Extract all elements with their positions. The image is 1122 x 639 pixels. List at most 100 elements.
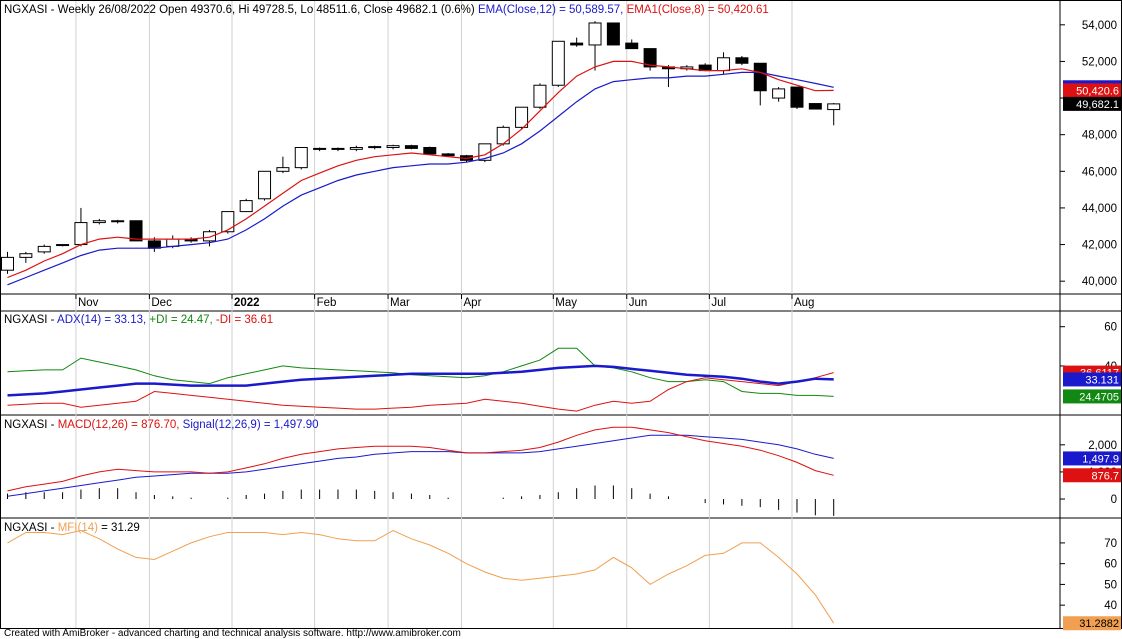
date-tick-label: Mar <box>390 297 410 309</box>
candle-body <box>276 167 290 172</box>
y-tick-label: 54,000 <box>1082 20 1117 32</box>
y-tick-label: 50 <box>1104 579 1117 591</box>
y-tick-label: 0 <box>1111 494 1117 506</box>
plus-di-line <box>7 347 834 397</box>
value-tag-box <box>1063 468 1121 483</box>
candle-body <box>606 22 620 46</box>
candle-body <box>753 62 767 92</box>
candle-body <box>551 40 565 86</box>
candle-body <box>202 231 216 242</box>
candle-body <box>368 146 382 149</box>
macd-value-tags: 1,497.9 876.7 <box>1063 451 1121 483</box>
macd-title-macd: MACD(12,26) = 876.70, <box>58 419 183 431</box>
price-title-ema1: EMA1(Close,8) = 50,420.61 <box>627 4 769 16</box>
candle-body <box>313 147 327 150</box>
date-tick-label: Jul <box>711 297 726 309</box>
y-tick-label: 2,000 <box>1088 440 1117 452</box>
candle-body <box>496 126 510 145</box>
y-tick-label: 40 <box>1104 600 1117 612</box>
candle-body <box>625 42 639 50</box>
candle-body <box>533 84 547 108</box>
adx-y-axis: 6040 <box>1060 322 1117 373</box>
candle-body <box>19 253 33 258</box>
y-tick-label: 46,000 <box>1082 166 1117 178</box>
mfi-title-label: MFI(14) <box>58 522 98 534</box>
candle-body <box>239 200 253 213</box>
candle-body <box>74 222 88 246</box>
candle-body <box>349 147 363 150</box>
candle-body <box>735 57 749 64</box>
adx-title-adx: ADX(14) = 33.13, <box>57 314 149 326</box>
date-tick-label: Dec <box>151 297 172 309</box>
candle-body <box>772 88 786 99</box>
value-tag-label: 1,497.9 <box>1082 453 1119 465</box>
mfi-title-prefix: NGXASI - <box>4 522 58 534</box>
value-tag-box <box>1063 83 1121 98</box>
date-tick-label: Feb <box>317 297 337 309</box>
value-tag-label: 50,420.6 <box>1076 85 1119 97</box>
candle-body <box>570 42 584 46</box>
candlesticks <box>1 21 841 274</box>
candle-body <box>111 220 125 223</box>
candle-body <box>331 147 345 150</box>
candle-body <box>258 170 272 200</box>
price-title-ema: EMA(Close,12) = 50,589.57, <box>478 4 627 16</box>
candle-body <box>717 57 731 72</box>
date-tick-label: Nov <box>78 297 99 309</box>
value-tag-box <box>1063 451 1121 466</box>
candle-body <box>166 238 180 247</box>
price-pane-title: NGXASI - Weekly 26/08/2022 Open 49370.6,… <box>4 4 769 16</box>
y-tick-label: 44,000 <box>1082 203 1117 215</box>
candle-body <box>643 48 657 68</box>
candle-body <box>827 103 841 111</box>
value-tag-box <box>1063 616 1121 631</box>
candle-body <box>404 145 418 149</box>
candle-body <box>588 22 602 46</box>
value-tag-label: 876.7 <box>1091 470 1119 482</box>
candle-body <box>147 240 161 249</box>
footer-credit: Created with AmiBroker - advanced charti… <box>4 628 461 639</box>
date-tick-label: May <box>555 297 577 309</box>
candle-body <box>386 145 400 148</box>
month-gridlines <box>75 1 793 628</box>
ema1-line <box>7 60 834 279</box>
y-tick-label: 48,000 <box>1082 130 1117 142</box>
adx-title-prefix: NGXASI - <box>4 314 57 326</box>
candle-body <box>790 86 804 108</box>
candle-body <box>441 153 455 157</box>
mfi-value-tags: 31.2882 <box>1063 616 1121 631</box>
candle-body <box>37 245 51 253</box>
value-tag-box <box>1063 389 1121 404</box>
candle-body <box>515 106 529 128</box>
macd-signal-line <box>7 434 834 497</box>
price-title-symbol: NGXASI - Weekly 26/08/2022 Open 49370.6,… <box>4 4 478 16</box>
adx-line <box>7 364 834 397</box>
candle-body <box>294 147 308 169</box>
value-tag-label: 49,682.1 <box>1076 99 1119 111</box>
value-tag-box <box>1063 372 1121 387</box>
date-tick-label: Apr <box>464 297 482 309</box>
macd-line <box>7 426 834 492</box>
y-tick-label: 60 <box>1104 322 1117 334</box>
mfi-line <box>7 529 835 624</box>
y-tick-label: 52,000 <box>1082 56 1117 68</box>
price-value-tags: 50,589.650,420.649,682.1 <box>1063 80 1121 111</box>
value-tag-label: 33.131 <box>1085 374 1119 386</box>
mfi-pane: 70 60 50 40 31.2882 NGXASI - MFI(14) = 31.2… <box>4 522 1121 631</box>
y-tick-label: 60 <box>1104 559 1117 571</box>
price-y-axis: 54,00052,00050,00048,00046,00044,00042,0… <box>1060 20 1117 288</box>
mfi-title-value: = 31.29 <box>98 522 140 534</box>
y-tick-label: 42,000 <box>1082 240 1117 252</box>
candle-body <box>478 143 492 161</box>
date-tick-label: Aug <box>794 297 814 309</box>
value-tag-box <box>1063 96 1121 111</box>
candle-body <box>423 147 437 155</box>
macd-title-prefix: NGXASI - <box>4 419 58 431</box>
candle-body <box>92 220 106 224</box>
date-axis: Nov Dec 2022 Feb Mar Apr May Jun Jul Aug <box>75 294 814 309</box>
candle-body <box>1 256 14 271</box>
